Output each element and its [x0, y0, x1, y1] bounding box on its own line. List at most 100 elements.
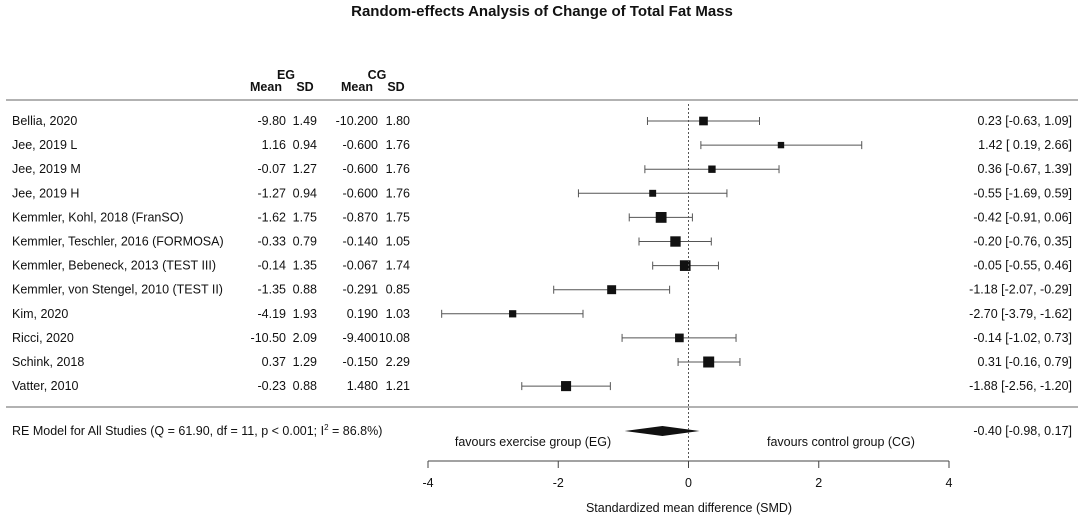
x-tick-label: 2 [815, 476, 822, 490]
cg-mean: 0.190 [347, 307, 378, 321]
study-rows: Bellia, 2020 -9.80 1.49 -10.200 1.80 0.23 [-0… [12, 114, 1072, 393]
cg-sd-header: SD [387, 80, 404, 94]
cg-sd: 1.74 [386, 259, 410, 273]
effect-marker [703, 356, 715, 368]
study-name: Jee, 2019 L [12, 138, 77, 152]
ci-text: 0.23 [-0.63, 1.09] [977, 114, 1072, 128]
cg-mean: -0.067 [343, 259, 378, 273]
cg-sd: 1.76 [386, 186, 410, 200]
eg-mean: -1.27 [258, 186, 287, 200]
ci-text: -0.14 [-1.02, 0.73] [973, 331, 1072, 345]
eg-sd: 1.35 [293, 259, 317, 273]
eg-mean: -10.50 [251, 331, 286, 345]
effect-marker [561, 381, 572, 392]
eg-mean: 0.37 [262, 355, 286, 369]
study-name: Kemmler, Kohl, 2018 (FranSO) [12, 210, 184, 224]
eg-mean: -0.07 [258, 162, 287, 176]
cg-mean: -0.870 [343, 210, 378, 224]
effect-marker [777, 141, 785, 149]
x-tick-label: 0 [685, 476, 692, 490]
eg-mean: -9.80 [258, 114, 287, 128]
eg-sd: 0.94 [293, 138, 317, 152]
eg-sd: 0.94 [293, 186, 317, 200]
effect-marker [670, 236, 681, 247]
cg-header: CG [368, 68, 387, 82]
cg-mean: -9.400 [343, 331, 378, 345]
eg-mean: -0.14 [258, 259, 287, 273]
study-name: Schink, 2018 [12, 355, 84, 369]
eg-sd: 1.49 [293, 114, 317, 128]
ci-text: 0.36 [-0.67, 1.39] [977, 162, 1072, 176]
cg-sd: 1.03 [386, 307, 410, 321]
effect-marker [699, 116, 708, 126]
study-name: Kemmler, von Stengel, 2010 (TEST II) [12, 283, 223, 297]
summary-diamond [624, 426, 700, 436]
ci-text: -2.70 [-3.79, -1.62] [969, 307, 1072, 321]
eg-sd: 2.09 [293, 331, 317, 345]
summary-row: RE Model for All Studies (Q = 61.90, df … [12, 423, 1072, 449]
ci-text: -0.55 [-1.69, 0.59] [973, 186, 1072, 200]
study-row: Kemmler, Teschler, 2016 (FORMOSA) -0.33 0.… [12, 235, 1072, 249]
study-row: Kemmler, Bebeneck, 2013 (TEST III) -0.14 1… [12, 259, 1072, 273]
study-name: Ricci, 2020 [12, 331, 74, 345]
eg-sd: 1.93 [293, 307, 317, 321]
eg-mean: 1.16 [262, 138, 286, 152]
x-axis: -4 -2 0 2 4 [422, 460, 953, 490]
cg-mean: -0.600 [343, 186, 378, 200]
x-tick-label: -4 [422, 476, 433, 490]
cg-mean: -0.140 [343, 235, 378, 249]
study-row: Kemmler, Kohl, 2018 (FranSO) -1.62 1.75 -0.… [12, 210, 1072, 224]
eg-mean: -0.33 [258, 235, 287, 249]
study-row: Kemmler, von Stengel, 2010 (TEST II) -1.3… [12, 283, 1072, 297]
effect-marker [607, 285, 617, 295]
ci-text: 1.42 [ 0.19, 2.66] [978, 138, 1072, 152]
study-row: Schink, 2018 0.37 1.29 -0.150 2.29 0.31 [-0.1… [12, 355, 1072, 369]
x-tick-label: 4 [946, 476, 953, 490]
eg-mean: -1.35 [258, 283, 287, 297]
effect-marker [708, 165, 716, 173]
eg-header: EG [277, 68, 295, 82]
study-name: Jee, 2019 M [12, 162, 81, 176]
ci-text: -1.18 [-2.07, -0.29] [969, 283, 1072, 297]
cg-sd: 0.85 [386, 283, 410, 297]
eg-sd: 0.79 [293, 235, 317, 249]
eg-sd: 0.88 [293, 283, 317, 297]
cg-sd: 1.76 [386, 162, 410, 176]
summary-ci-text: -0.40 [-0.98, 0.17] [973, 424, 1072, 438]
cg-mean: -0.291 [343, 283, 378, 297]
eg-mean: -4.19 [258, 307, 287, 321]
study-name: Kemmler, Teschler, 2016 (FORMOSA) [12, 235, 224, 249]
favours-right-label: favours control group (CG) [767, 435, 915, 449]
cg-mean: -0.150 [343, 355, 378, 369]
study-row: Ricci, 2020 -10.50 2.09 -9.400 10.08 -0.14 [-… [12, 331, 1072, 345]
effect-marker [679, 260, 691, 271]
study-row: Jee, 2019 L 1.16 0.94 -0.600 1.76 1.42 [ 0.19… [12, 138, 1072, 152]
effect-marker [675, 333, 684, 343]
chart-title: Random-effects Analysis of Change of Tot… [351, 3, 733, 20]
eg-mean-header: Mean [250, 80, 282, 94]
eg-sd-header: SD [296, 80, 313, 94]
study-row: Kim, 2020 -4.19 1.93 0.190 1.03 -2.70 [-3.79,… [12, 307, 1072, 321]
ci-text: 0.31 [-0.16, 0.79] [977, 355, 1072, 369]
study-row: Jee, 2019 M -0.07 1.27 -0.600 1.76 0.36 [-0.6… [12, 162, 1072, 176]
study-name: Kim, 2020 [12, 307, 68, 321]
cg-sd: 1.80 [386, 114, 410, 128]
cg-sd: 2.29 [386, 355, 410, 369]
cg-sd: 1.21 [386, 379, 410, 393]
cg-sd: 1.76 [386, 138, 410, 152]
cg-mean-header: Mean [341, 80, 373, 94]
study-name: Vatter, 2010 [12, 379, 79, 393]
cg-mean: 1.480 [347, 379, 378, 393]
x-tick-label: -2 [553, 476, 564, 490]
x-axis-label: Standardized mean difference (SMD) [586, 501, 792, 515]
study-row: Vatter, 2010 -0.23 0.88 1.480 1.21 -1.88 [-2.… [12, 379, 1072, 393]
eg-sd: 0.88 [293, 379, 317, 393]
eg-sd: 1.29 [293, 355, 317, 369]
cg-sd: 1.05 [386, 235, 410, 249]
study-name: Jee, 2019 H [12, 186, 79, 200]
eg-mean: -0.23 [258, 379, 287, 393]
effect-marker [655, 212, 667, 223]
effect-marker [509, 310, 517, 318]
study-name: Bellia, 2020 [12, 114, 77, 128]
